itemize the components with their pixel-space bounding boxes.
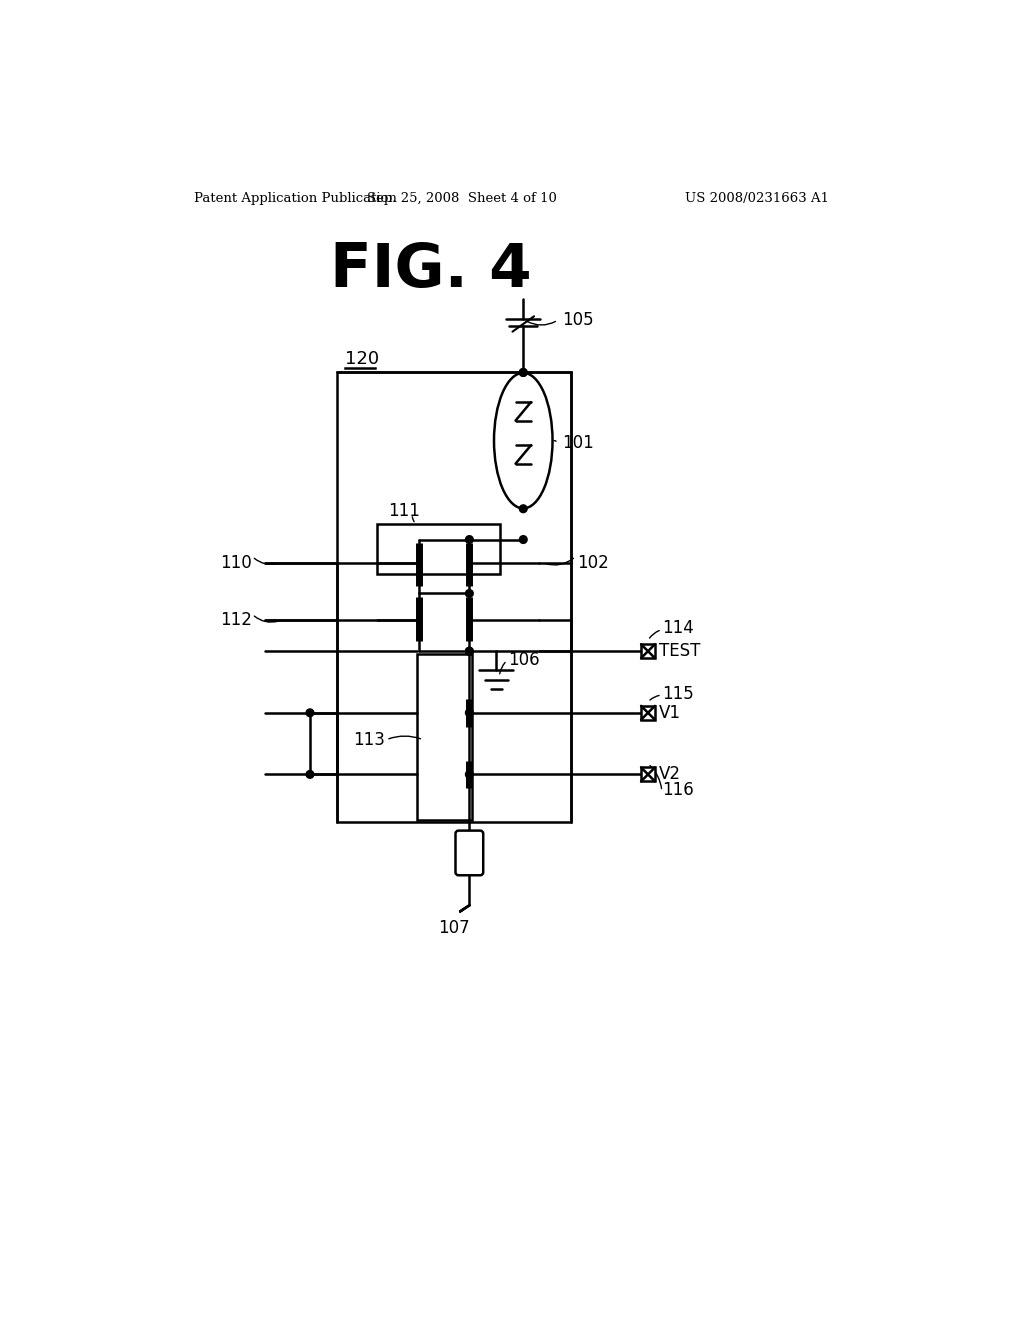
Circle shape <box>466 590 473 597</box>
Text: 116: 116 <box>662 781 693 799</box>
Circle shape <box>466 647 473 655</box>
Text: 102: 102 <box>578 553 609 572</box>
Text: 112: 112 <box>220 611 252 630</box>
Text: 110: 110 <box>220 553 252 572</box>
Bar <box>417 653 472 820</box>
Circle shape <box>519 504 527 512</box>
Circle shape <box>306 709 313 717</box>
Text: 107: 107 <box>438 920 470 937</box>
Circle shape <box>466 771 473 779</box>
Bar <box>641 644 655 659</box>
Text: 111: 111 <box>388 502 420 520</box>
Circle shape <box>306 771 313 779</box>
Text: 115: 115 <box>662 685 693 702</box>
Ellipse shape <box>494 372 553 508</box>
Circle shape <box>519 368 527 376</box>
Text: 101: 101 <box>562 434 594 453</box>
Text: US 2008/0231663 A1: US 2008/0231663 A1 <box>685 191 829 205</box>
Text: TEST: TEST <box>658 643 700 660</box>
Text: 106: 106 <box>508 652 540 669</box>
Text: V1: V1 <box>658 704 681 722</box>
Circle shape <box>519 368 527 376</box>
Text: Patent Application Publication: Patent Application Publication <box>194 191 396 205</box>
Bar <box>377 524 500 574</box>
Circle shape <box>519 536 527 544</box>
Text: Sep. 25, 2008  Sheet 4 of 10: Sep. 25, 2008 Sheet 4 of 10 <box>367 191 557 205</box>
Circle shape <box>466 536 473 544</box>
Circle shape <box>466 709 473 717</box>
Bar <box>641 706 655 719</box>
Text: V2: V2 <box>658 766 681 783</box>
Circle shape <box>466 647 473 655</box>
FancyBboxPatch shape <box>456 830 483 875</box>
Text: 113: 113 <box>353 731 385 748</box>
Text: FIG. 4: FIG. 4 <box>330 240 531 300</box>
Text: 120: 120 <box>345 350 379 367</box>
Text: 105: 105 <box>562 312 593 329</box>
Bar <box>641 767 655 781</box>
Bar <box>337 372 571 822</box>
Text: 114: 114 <box>662 619 693 638</box>
